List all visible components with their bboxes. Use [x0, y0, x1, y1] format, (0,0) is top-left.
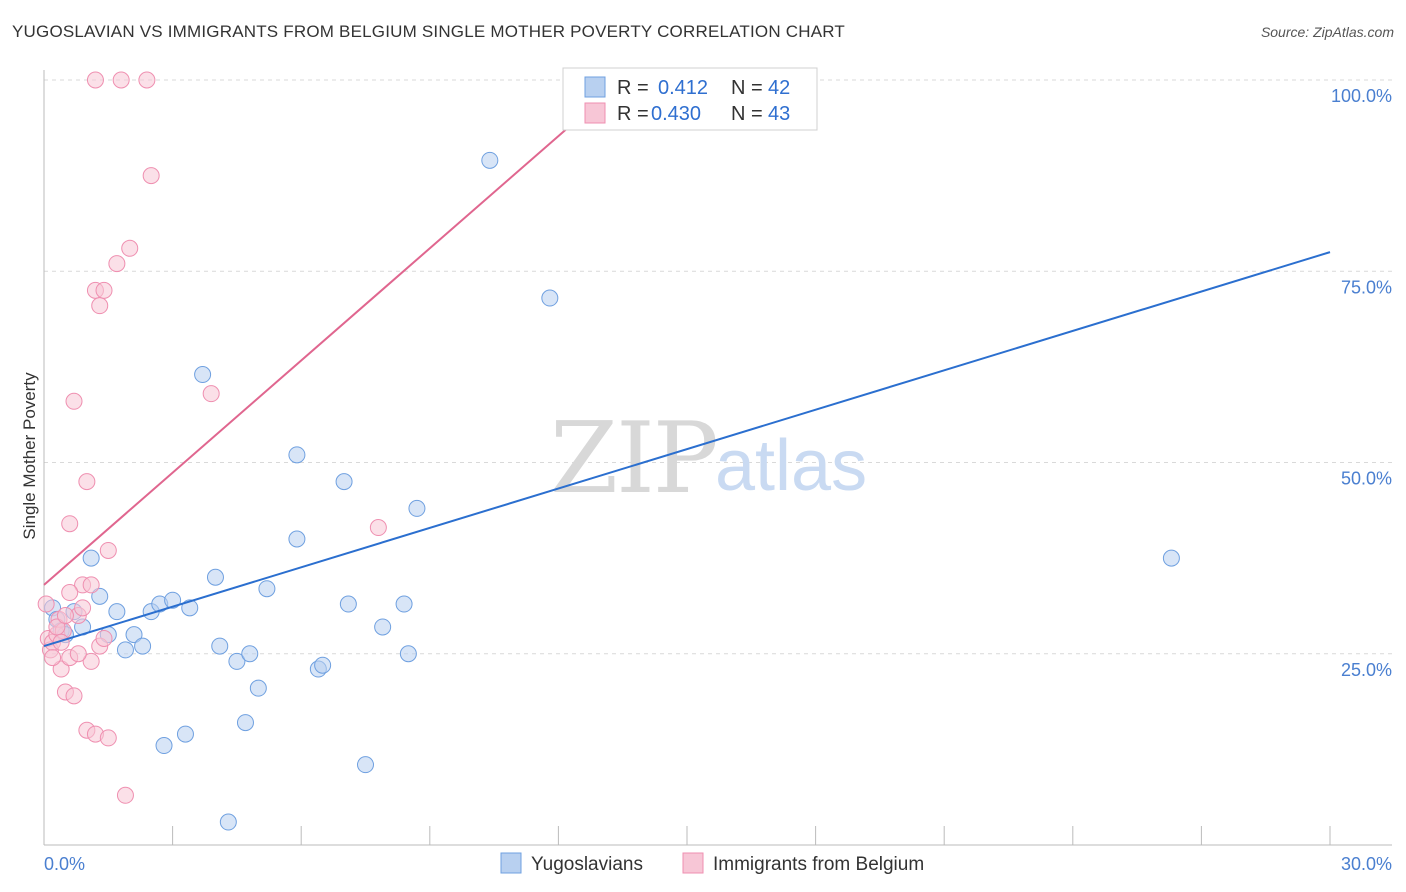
point-belgium	[95, 629, 113, 647]
point-yugoslavians	[194, 366, 212, 384]
point-belgium	[108, 255, 126, 273]
point-belgium	[142, 167, 160, 185]
point-belgium	[37, 595, 55, 613]
point-yugoslavians	[211, 637, 229, 655]
point-yugoslavians	[134, 637, 152, 655]
point-belgium	[82, 652, 100, 670]
point-yugoslavians	[219, 813, 237, 831]
point-belgium	[74, 599, 92, 617]
point-yugoslavians	[249, 679, 267, 697]
trend-line-yugoslavians	[43, 251, 1331, 648]
bottom-legend-swatch-yugoslavians[interactable]	[500, 852, 522, 874]
chart-title: YUGOSLAVIAN VS IMMIGRANTS FROM BELGIUM S…	[12, 22, 845, 41]
point-yugoslavians	[374, 618, 392, 636]
point-belgium	[65, 687, 83, 705]
point-belgium	[138, 71, 156, 89]
point-yugoslavians	[288, 530, 306, 548]
point-yugoslavians	[241, 645, 259, 663]
axes	[43, 70, 1392, 846]
point-yugoslavians	[339, 595, 357, 613]
watermark-atlas: atlas	[715, 426, 867, 506]
legend-swatch-yugoslavians	[584, 76, 606, 98]
point-belgium	[116, 786, 134, 804]
bottom-legend-label-yugoslavians[interactable]: Yugoslavians	[531, 854, 643, 875]
legend-r-label-1: R =	[617, 77, 649, 99]
point-yugoslavians	[82, 549, 100, 567]
point-yugoslavians	[176, 725, 194, 743]
ticks: 25.0% 50.0% 75.0% 100.0%	[43, 86, 1392, 845]
point-belgium	[61, 584, 79, 602]
point-belgium	[69, 645, 87, 663]
point-belgium	[61, 515, 79, 533]
point-yugoslavians	[236, 714, 254, 732]
point-yugoslavians	[206, 568, 224, 586]
point-belgium	[99, 541, 117, 559]
source-label: Source: ZipAtlas.com	[1260, 24, 1394, 40]
point-yugoslavians	[1162, 549, 1180, 567]
points	[37, 71, 1180, 831]
legend-n-label-2: N =	[731, 103, 763, 125]
y-tick-label: 75.0%	[1341, 277, 1392, 297]
point-yugoslavians	[116, 641, 134, 659]
point-belgium	[82, 576, 100, 594]
legend-swatch-belgium	[584, 102, 606, 124]
point-yugoslavians	[335, 473, 353, 491]
point-yugoslavians	[408, 499, 426, 517]
point-yugoslavians	[258, 580, 276, 598]
watermark-zip: ZIP	[550, 402, 717, 516]
trend-line-belgium	[43, 79, 624, 586]
watermark: ZIP atlas	[550, 402, 867, 516]
point-yugoslavians	[155, 737, 173, 755]
point-belgium	[44, 649, 62, 667]
point-yugoslavians	[108, 603, 126, 621]
y-tick-label: 25.0%	[1341, 660, 1392, 680]
point-belgium	[56, 607, 74, 624]
bottom-legend-swatch-belgium[interactable]	[682, 852, 704, 874]
legend-n-value-1: 42	[768, 77, 790, 99]
point-yugoslavians	[164, 591, 182, 609]
legend-n-label-1: N =	[731, 77, 763, 99]
x-tick-label-max: 30.0%	[1341, 854, 1392, 874]
point-belgium	[95, 281, 113, 299]
point-belgium	[112, 71, 130, 89]
legend-r-value-1: 0.412	[658, 77, 708, 99]
point-yugoslavians	[91, 587, 109, 605]
point-yugoslavians	[314, 656, 332, 674]
bottom-legend: Yugoslavians Immigrants from Belgium	[500, 852, 924, 875]
point-belgium	[86, 71, 104, 89]
point-belgium	[369, 519, 387, 537]
point-yugoslavians	[399, 645, 417, 663]
point-belgium	[121, 239, 139, 257]
y-tick-label: 50.0%	[1341, 469, 1392, 489]
point-yugoslavians	[125, 626, 143, 644]
bottom-legend-label-belgium[interactable]: Immigrants from Belgium	[713, 854, 924, 875]
legend-r-value-2: 0.430	[651, 103, 701, 125]
y-tick-label: 100.0%	[1331, 86, 1392, 106]
legend: R = 0.412 N = 42 R = 0.430 N = 43	[562, 67, 818, 131]
point-yugoslavians	[288, 446, 306, 464]
y-axis-label: Single Mother Poverty	[20, 372, 39, 540]
point-belgium	[52, 660, 70, 678]
point-belgium	[65, 392, 83, 410]
point-yugoslavians	[541, 289, 559, 307]
legend-r-label-2: R =	[617, 103, 649, 125]
legend-n-value-2: 43	[768, 103, 790, 125]
point-yugoslavians	[395, 595, 413, 613]
grid	[44, 79, 1392, 655]
point-yugoslavians	[357, 756, 374, 774]
trend-lines	[43, 79, 1331, 648]
point-belgium	[202, 385, 220, 403]
x-tick-label-min: 0.0%	[44, 854, 85, 874]
point-yugoslavians	[181, 599, 199, 617]
point-belgium	[78, 473, 96, 491]
point-belgium	[99, 729, 117, 747]
point-belgium	[91, 297, 109, 315]
point-yugoslavians	[228, 652, 246, 670]
point-yugoslavians	[481, 151, 499, 169]
